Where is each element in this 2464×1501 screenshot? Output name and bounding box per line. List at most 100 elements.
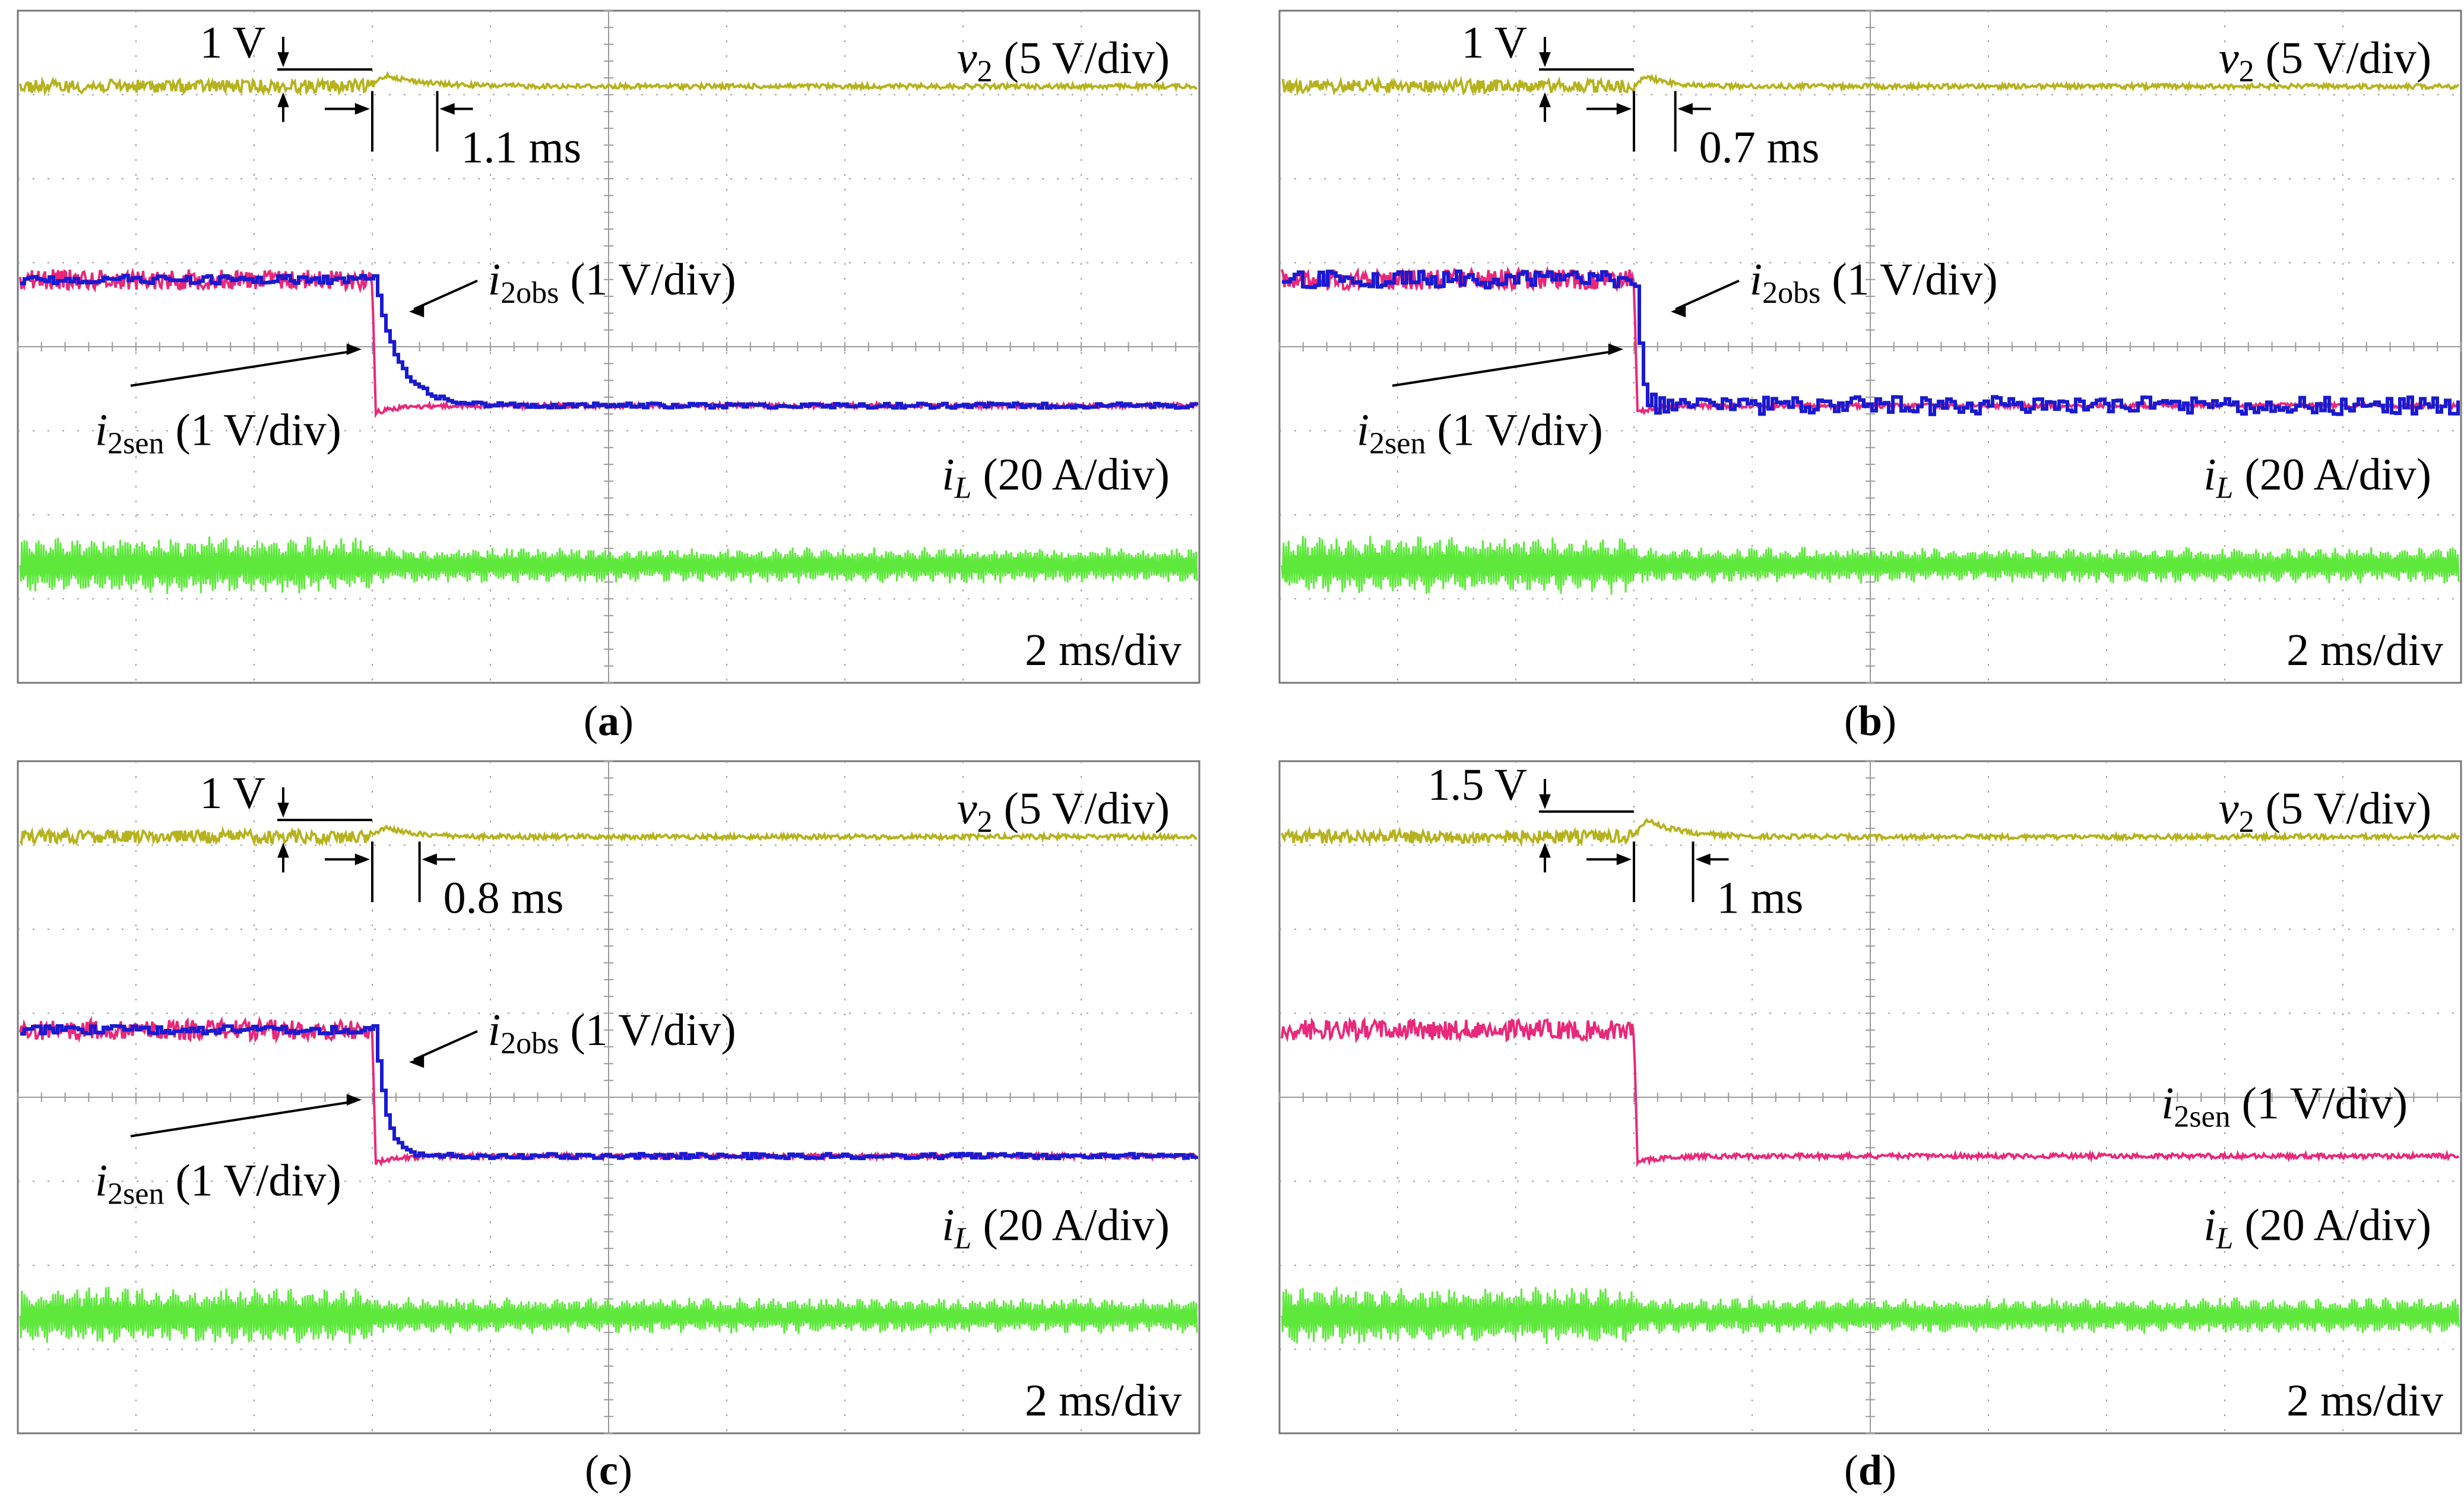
v2-label-subscript: 2 — [2239, 55, 2254, 88]
iL-label-subscript: L — [954, 1222, 972, 1256]
i2sen-label: i2sen (1 V/div) — [95, 1156, 341, 1211]
i2obs-label-subscript: 2obs — [1762, 276, 1820, 310]
iL-label-symbol: i — [2203, 1201, 2216, 1250]
iL-label: iL (20 A/div) — [2203, 1201, 2431, 1256]
settling-label: 0.7 ms — [1699, 122, 1820, 172]
overshoot-arrowhead-up — [1539, 843, 1551, 858]
settling-arrowhead-right — [1677, 103, 1693, 115]
overshoot-label: 1.5 V — [1427, 760, 1527, 810]
i2sen-label: i2sen (1 V/div) — [95, 406, 341, 461]
overshoot-arrowhead-down — [1539, 52, 1551, 68]
i2obs-pointer-head — [409, 306, 425, 318]
caption-paren-close: ) — [1882, 1446, 1896, 1494]
i2obs-label-symbol: i — [1750, 255, 1762, 305]
v2-label: v2 (5 V/div) — [957, 33, 1170, 88]
i2sen-pointer — [1392, 350, 1617, 387]
iL-label: iL (20 A/div) — [942, 1201, 1170, 1256]
caption-paren-close: ) — [618, 1446, 632, 1494]
overshoot-label: 1 V — [199, 768, 265, 818]
caption-paren-open: ( — [585, 1446, 599, 1494]
v2-trace — [1281, 818, 2460, 848]
iL-trace — [19, 1287, 1198, 1344]
v2-label-scale: (5 V/div) — [2254, 33, 2431, 83]
i2sen-label-subscript: 2sen — [107, 427, 164, 461]
settling-arrowhead-right — [422, 853, 437, 866]
time-scale-label: 2 ms/div — [1025, 1376, 1182, 1426]
i2sen-pointer — [130, 350, 355, 387]
v2-label-symbol: v — [957, 33, 977, 83]
settling-arrowhead-left — [1616, 853, 1632, 866]
v2-label-symbol: v — [2219, 33, 2239, 83]
i2obs-label-symbol: i — [488, 1005, 501, 1055]
caption-paren-close: ) — [1882, 697, 1896, 745]
settling-arrowhead-right — [1695, 853, 1711, 866]
i2sen-label-symbol: i — [95, 406, 107, 455]
panel-caption: (b) — [1844, 697, 1896, 745]
v2-trace — [19, 71, 1198, 96]
iL-label-scale: (20 A/div) — [971, 450, 1170, 500]
iL-label-symbol: i — [2203, 450, 2216, 500]
panel-caption: (a) — [584, 697, 634, 745]
i2sen-label-symbol: i — [1357, 406, 1369, 455]
iL-trace — [1281, 536, 2460, 595]
caption-letter: d — [1858, 1446, 1882, 1494]
i2obs-pointer-head — [409, 1056, 425, 1068]
caption-letter: b — [1858, 697, 1882, 745]
i2sen-pointer-head — [346, 1094, 362, 1106]
settling-label-bg — [449, 123, 604, 171]
iL-trace — [19, 536, 1198, 594]
i2obs-label: i2obs (1 V/div) — [488, 255, 736, 310]
i2sen-pointer-head — [1608, 343, 1623, 356]
i2obs-pointer — [1675, 279, 1740, 311]
caption-letter: a — [598, 697, 619, 745]
i2sen-label-scale: (1 V/div) — [164, 1156, 341, 1206]
i2obs-label: i2obs (1 V/div) — [1750, 255, 1998, 310]
panel-caption: (d) — [1844, 1446, 1896, 1494]
overshoot-arrowhead-down — [277, 802, 289, 818]
i2obs-label-scale: (1 V/div) — [559, 1005, 736, 1055]
i2obs-trace — [20, 1024, 1198, 1160]
i2sen-pointer — [130, 1100, 355, 1138]
iL-label-subscript: L — [2216, 1222, 2234, 1256]
v2-label: v2 (5 V/div) — [957, 784, 1170, 839]
i2obs-trace — [1282, 269, 2460, 416]
caption-paren-open: ( — [1844, 1446, 1858, 1494]
caption-paren-open: ( — [1844, 697, 1858, 745]
v2-label-scale: (5 V/div) — [2254, 784, 2431, 834]
v2-label-symbol: v — [2219, 784, 2239, 834]
i2sen-pointer-head — [346, 343, 362, 356]
iL-label-scale: (20 A/div) — [971, 1201, 1170, 1250]
i2obs-label-subscript: 2obs — [501, 1027, 559, 1060]
iL-trace — [1281, 1287, 2460, 1344]
settling-label-bg — [1687, 123, 1842, 171]
caption-letter: c — [599, 1446, 618, 1494]
i2obs-pointer-head — [1671, 306, 1686, 318]
i2sen-label-scale: (1 V/div) — [1426, 406, 1602, 455]
settling-label: 1.1 ms — [461, 122, 581, 172]
settling-arrowhead-left — [354, 103, 370, 115]
time-scale-label: 2 ms/div — [2286, 625, 2443, 675]
v2-label-subscript: 2 — [977, 55, 993, 88]
v2-trace — [1281, 73, 2460, 97]
overshoot-arrowhead-down — [1539, 794, 1551, 809]
settling-arrowhead-right — [439, 103, 455, 115]
iL-label-symbol: i — [942, 1201, 954, 1250]
i2obs-label-symbol: i — [488, 255, 501, 305]
v2-label-subscript: 2 — [977, 805, 993, 839]
i2sen-label-scale: (1 V/div) — [164, 406, 341, 455]
time-scale-label: 2 ms/div — [1025, 625, 1182, 675]
i2obs-label-subscript: 2obs — [501, 276, 559, 310]
caption-paren-open: ( — [584, 697, 598, 745]
i2obs-label-scale: (1 V/div) — [559, 255, 736, 305]
i2sen-label-symbol: i — [95, 1156, 107, 1206]
v2-label-scale: (5 V/div) — [993, 784, 1170, 834]
i2sen-label-subscript: 2sen — [1369, 427, 1426, 461]
overshoot-arrowhead-up — [1539, 92, 1551, 107]
iL-label-symbol: i — [942, 450, 954, 500]
iL-label-subscript: L — [2216, 471, 2234, 505]
panel-caption: (c) — [585, 1446, 632, 1494]
v2-label: v2 (5 V/div) — [2219, 33, 2431, 88]
